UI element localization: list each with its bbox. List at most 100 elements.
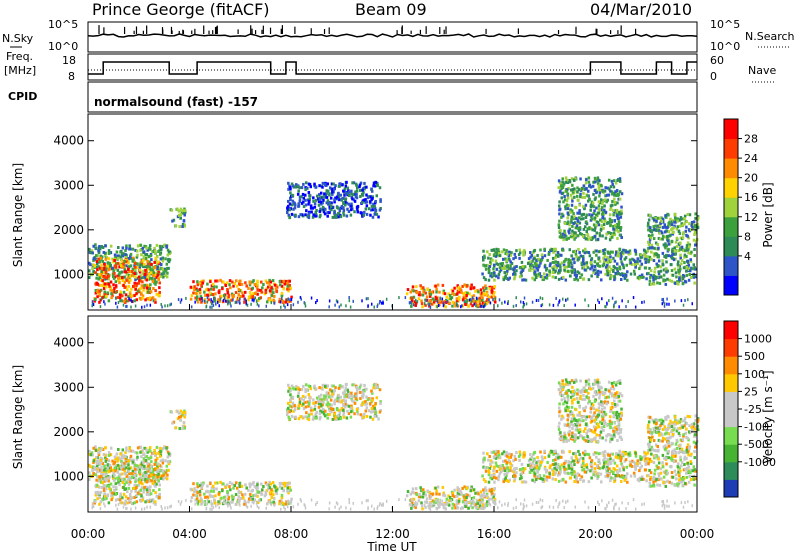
power-cell [665, 260, 668, 264]
power-cell [201, 299, 204, 303]
power-cell [560, 186, 563, 190]
power-cell [346, 186, 349, 190]
power-cell [344, 197, 347, 201]
power-cell [102, 250, 106, 254]
power-cell [107, 299, 111, 303]
power-cell [139, 261, 143, 265]
power-cell [410, 296, 414, 300]
power-cell [450, 296, 454, 300]
power-cell [205, 305, 207, 309]
power-cell [613, 304, 615, 308]
colorbar-swatch [724, 138, 738, 159]
power-cell [651, 246, 654, 250]
velocity-cell [322, 412, 326, 416]
velocity-cell [456, 494, 459, 498]
velocity-cell [344, 386, 348, 390]
power-cell [195, 287, 198, 291]
power-cell [570, 265, 574, 269]
power-cell [365, 185, 368, 189]
power-cell [493, 285, 496, 289]
velocity-cell [124, 499, 127, 503]
velocity-cell [413, 502, 417, 506]
power-cell [625, 305, 627, 309]
velocity-cell [256, 490, 259, 494]
power-cell [284, 305, 286, 309]
power-cell [137, 275, 141, 279]
velocity-cell [208, 493, 212, 497]
power-cell [129, 252, 133, 256]
power-cell [576, 219, 580, 223]
velocity-cell [95, 467, 98, 471]
power-cell [650, 229, 654, 233]
velocity-cell [164, 469, 167, 473]
velocity-cell [278, 502, 281, 506]
power-cell [439, 296, 441, 300]
power-cell [339, 215, 343, 219]
power-cell [222, 299, 225, 303]
power-cell [265, 281, 269, 285]
power-cell [573, 271, 577, 275]
velocity-cell [299, 415, 302, 419]
velocity-cell [97, 451, 100, 455]
power-cell [612, 268, 615, 272]
power-cell [492, 248, 495, 252]
velocity-cell [116, 470, 120, 474]
velocity-cell [228, 485, 231, 489]
velocity-cell [606, 465, 609, 469]
power-cell [490, 248, 494, 252]
power-cell [530, 253, 534, 257]
power-cell [314, 185, 318, 189]
power-cell [505, 277, 509, 281]
velocity-cell [590, 460, 593, 464]
velocity-cell [142, 460, 145, 464]
power-cell [128, 269, 131, 273]
power-cell [456, 284, 459, 288]
power-cell [572, 250, 575, 254]
power-cell [671, 230, 675, 234]
power-cell [604, 194, 607, 198]
power-cell [153, 246, 156, 250]
power-cell [122, 262, 125, 266]
power-cell [631, 257, 634, 261]
power-cell [657, 264, 660, 268]
velocity-cell [153, 480, 157, 484]
power-cell [151, 268, 155, 272]
power-cell [652, 225, 655, 229]
power-cell [325, 195, 329, 199]
power-cell [310, 296, 313, 300]
power-cell [312, 199, 315, 203]
power-cell [590, 227, 593, 231]
power-cell [217, 290, 221, 294]
velocity-cell [495, 469, 499, 473]
power-cell [577, 271, 581, 275]
power-cell [158, 294, 161, 298]
power-cell [437, 304, 440, 308]
power-cell [578, 226, 582, 230]
velocity-cell [443, 506, 446, 510]
velocity-cell [231, 498, 235, 502]
power-cell [166, 304, 169, 308]
power-cell [615, 300, 617, 304]
power-cell [667, 242, 671, 246]
velocity-cell [252, 494, 255, 498]
velocity-cell [443, 501, 446, 505]
velocity-cell [155, 494, 159, 498]
power-cell [566, 207, 570, 211]
velocity-cell [322, 397, 326, 401]
power-cell [436, 300, 439, 304]
velocity-cell [448, 495, 452, 499]
power-cell [145, 268, 149, 272]
power-cell [106, 291, 110, 295]
power-cell [581, 266, 584, 270]
power-cell [124, 297, 127, 301]
velocity-cell [141, 466, 145, 470]
velocity-cell [339, 417, 343, 421]
power-cell [200, 300, 203, 304]
power-cell [469, 287, 472, 291]
velocity-cell [308, 399, 312, 403]
velocity-cell [482, 488, 485, 492]
velocity-cell [124, 472, 128, 476]
power-cell [513, 277, 516, 281]
power-cell [136, 289, 140, 293]
